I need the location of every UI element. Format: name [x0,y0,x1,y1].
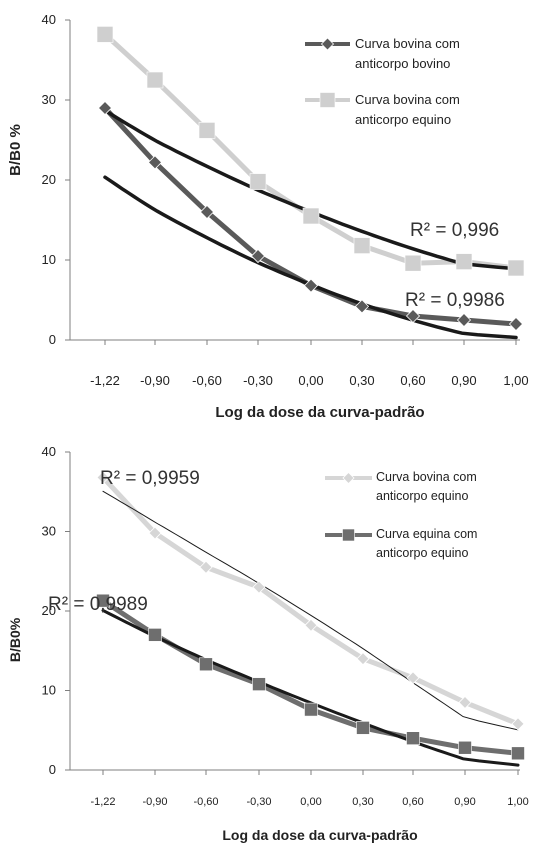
x-tick-label: -1,22 [90,796,115,808]
data-point-s0-8 [508,316,524,332]
trendline-1 [103,108,518,271]
data-point-s1-7 [458,740,472,755]
x-tick-label: -0,30 [246,796,271,808]
y-tick-label: 40 [42,444,56,459]
r-squared-label-0: R² = 0,996 [410,220,499,241]
x-tick-label: -0,60 [193,796,218,808]
legend-label-0-1: anticorpo equino [376,489,468,503]
data-point-s1-6 [404,254,422,272]
data-point-s0-7 [458,695,472,709]
data-point-s0-5 [356,652,370,666]
legend-label-0-1: anticorpo bovino [355,56,450,71]
data-point-s0-7 [456,312,472,328]
data-point-s0-2 [199,204,215,220]
data-point-s0-6 [405,308,421,324]
data-point-s0-1 [147,155,163,170]
y-tick-label: 0 [49,762,56,777]
legend-label-1-1: anticorpo equino [376,546,468,560]
x-tick-label: -0,90 [142,796,167,808]
x-tick-label: -0,90 [140,373,170,388]
data-point-s1-5 [356,721,370,735]
data-point-s1-7 [455,253,473,270]
data-point-s1-1 [148,628,162,642]
x-tick-label: 0,90 [454,796,475,808]
data-point-s0-4 [304,618,318,632]
x-axis-label: Log da dose da curva-padrão [215,404,424,421]
legend-label-1-1: anticorpo equino [355,112,451,127]
data-point-s1-8 [507,259,525,277]
y-axis-label: B/B0% [7,617,23,662]
trendline-0 [103,175,518,340]
r-squared-label-0: R² = 0,9959 [100,468,200,489]
x-tick-label: -1,22 [90,373,120,388]
legend-label-1-0: Curva equina com [376,527,477,541]
data-point-s0-0 [96,470,110,485]
y-tick-label: 20 [42,172,56,187]
legend-label-0-0: Curva bovina com [376,470,477,484]
data-point-s0-3 [250,248,266,264]
data-point-s1-1 [146,71,164,89]
chart-top: 0 10 20 30 40 -1,22 -0,90 -0,60 -0,30 0,00 0,30 0,6… [7,12,529,421]
data-point-s1-8 [511,746,525,761]
x-tick-label: 0,90 [451,373,476,388]
trendline-0 [102,490,519,731]
y-tick-label: 10 [42,683,56,698]
data-point-s1-5 [353,237,371,254]
data-point-s0-2 [199,560,213,574]
x-tick-label: -0,60 [192,373,222,388]
x-tick-label: 1,00 [507,796,528,808]
data-point-s1-4 [302,207,320,225]
r-squared-label-1: R² = 0,9986 [405,290,505,311]
y-tick-label: 40 [42,12,56,27]
data-point-s1-6 [406,731,420,746]
x-tick-label: 0,60 [400,373,425,388]
data-point-s1-0 [96,26,114,43]
legend-label-0-0: Curva bovina com [355,36,460,51]
y-tick-label: 20 [42,603,56,618]
y-tick-label: 30 [42,524,56,539]
legend-marker-1 [319,92,336,108]
data-point-s0-4 [303,278,319,293]
data-point-s0-3 [252,580,266,594]
data-point-s1-0 [96,593,110,608]
chart-bottom: 0 10 20 30 40 -1,22 -0,90 -0,60 -0,30 0,00 0,30 0,6… [7,444,529,843]
data-point-s0-0 [97,100,113,116]
legend-marker-0 [320,37,335,51]
data-point-s0-1 [148,526,162,540]
data-point-s1-2 [198,122,216,139]
data-point-s1-3 [252,677,266,691]
data-point-s0-8 [511,717,525,731]
r-squared-label-1: R² = 0,9989 [48,594,148,615]
y-tick-label: 0 [49,332,56,347]
y-tick-label: 10 [42,252,56,267]
y-tick-label: 30 [42,92,56,107]
x-tick-label: 0,60 [402,796,423,808]
x-tick-label: -0,30 [243,373,273,388]
legend-marker-0 [342,471,355,485]
x-tick-label: 1,00 [503,373,528,388]
legend-marker-1 [342,528,355,542]
data-point-s1-2 [199,657,213,672]
x-tick-label: 0,00 [300,796,321,808]
y-axis-label: B/B0 % [7,124,24,176]
data-point-s1-4 [304,702,318,717]
x-tick-label: 0,00 [298,373,323,388]
x-axis-label: Log da dose da curva-padrão [222,827,417,843]
x-tick-label: 0,30 [352,796,373,808]
legend-label-1-0: Curva bovina com [355,92,460,107]
x-tick-label: 0,30 [349,373,374,388]
data-point-s1-3 [249,173,267,190]
data-point-s0-5 [354,299,370,314]
data-point-s0-6 [406,671,420,685]
